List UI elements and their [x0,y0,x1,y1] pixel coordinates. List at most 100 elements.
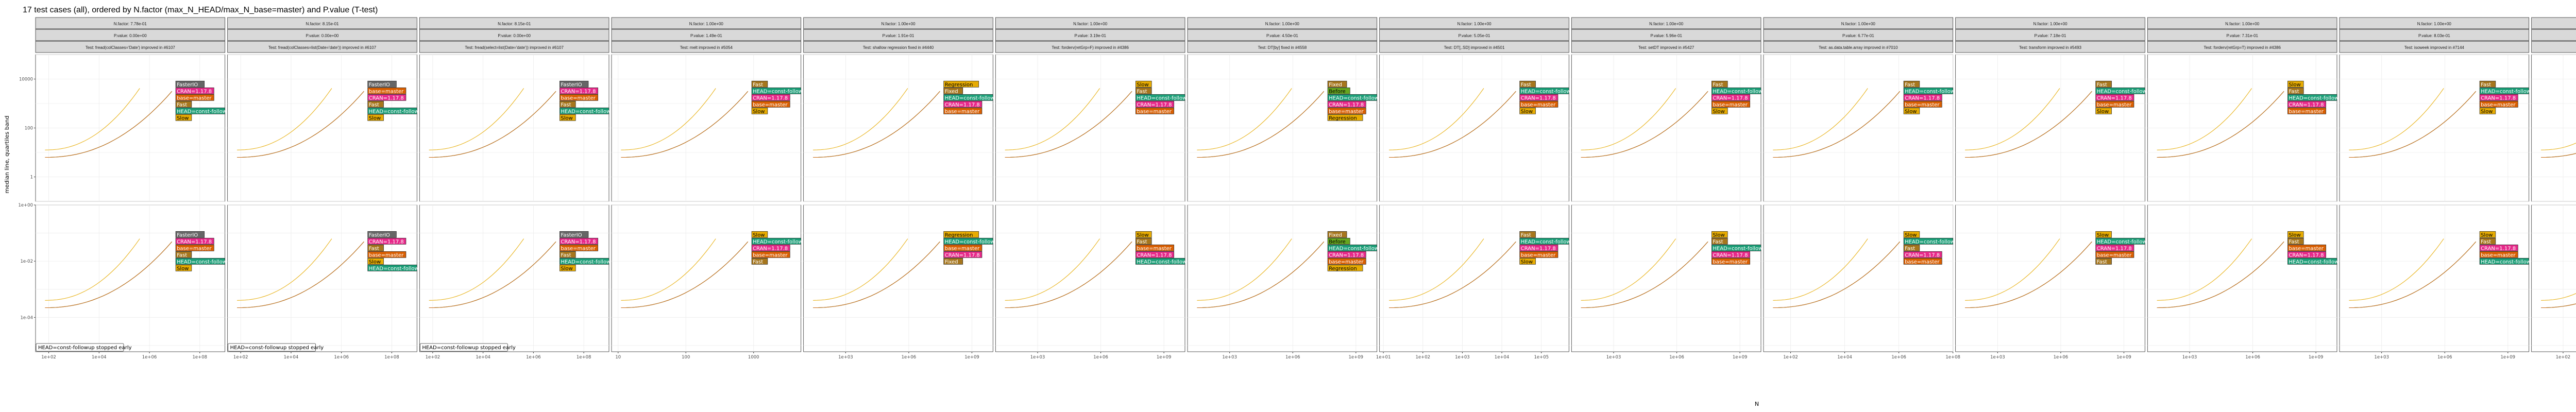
strip-p-value [35,29,226,41]
plot-area [995,204,1185,352]
x-tick-label: 1e+08 [384,355,399,360]
direct-label: HEAD=const-followup [1136,258,1193,265]
x-axis-title: N [1755,401,1759,407]
x-tick-label: 1e+05 [1534,355,1549,360]
direct-label-box [1711,87,1761,94]
direct-label-text: Fast [1521,232,1531,238]
direct-label: Slow [2095,107,2112,114]
direct-label-box [2287,87,2304,94]
direct-label-box [1519,107,1536,114]
direct-label: CRAN=1.17.8 [1711,94,1750,101]
direct-label-text: base=master [1329,259,1364,265]
direct-label-box [2287,244,2326,251]
direct-label-box [175,264,192,271]
direct-label-box [560,251,576,258]
strip-label: P.value: 4.50e-01 [1266,33,1298,38]
strip-test [419,41,609,53]
x-tick-label: 1e+08 [193,355,208,360]
series-line-slow [1581,88,1676,150]
direct-label-text: Regression [1329,115,1357,121]
direct-label-box [1903,237,1954,245]
direct-label: FasterIO [175,231,205,238]
direct-label-box [2095,231,2112,238]
direct-label: base=master [751,251,790,258]
strip-label: N.factor: 1.00e+00 [1841,22,1876,26]
x-tick-label: 1e+03 [2374,355,2389,360]
direct-label-text: CRAN=1.17.8 [1713,95,1748,101]
strip-test [803,41,993,53]
stopped-early-note-box [36,343,124,352]
direct-label-box [1519,251,1558,258]
direct-label-box [1519,237,1569,245]
x-tick-label: 1e+04 [1837,355,1852,360]
strip-label: N.factor: 8.15e-01 [306,22,339,26]
y-tick-label: 1e-02 [20,259,33,264]
series-line-slow [621,238,716,301]
series-line-fast2 [2157,241,2284,308]
direct-label-box [1327,231,1347,238]
series-line-slow [2349,238,2444,301]
direct-label: FasterIO [175,80,205,88]
plot-area [2147,204,2337,352]
direct-label: Fast [1711,80,1728,88]
strip-label: N.factor: 8.15e-01 [498,22,531,26]
direct-label-text: Slow [1713,109,1724,114]
direct-label-box [1711,100,1750,108]
strip-p-value [1955,29,2145,41]
direct-label: Fast [751,80,768,88]
direct-label: HEAD=const-followup [1519,237,1577,245]
direct-label-box [2095,237,2145,245]
x-tick-label: 1e+08 [577,355,591,360]
strip-label: P.value: 5.96e-01 [1650,33,1682,38]
x-tick-label: 1e+02 [41,355,56,360]
direct-label-text: FasterIO [177,82,198,88]
direct-label-text: CRAN=1.17.8 [2481,246,2516,251]
strip-label: N.factor: 1.00e+00 [2225,22,2260,26]
x-tick-label: 10 [615,355,621,360]
direct-label-box [1711,231,1728,238]
direct-label-box [1327,237,1350,245]
direct-label-text: CRAN=1.17.8 [369,95,404,101]
direct-label-box [1903,231,1920,238]
strip-n-factor [2339,17,2530,29]
series-line-fast2 [1581,241,1708,308]
direct-label-text: CRAN=1.17.8 [561,89,596,94]
direct-label-box [943,244,982,251]
direct-label: CRAN=1.17.8 [1519,244,1558,251]
direct-label-box [1711,244,1761,251]
direct-label-text: HEAD=const-followup [561,259,617,265]
direct-label-text: HEAD=const-followup [369,266,426,271]
direct-label-text: HEAD=const-followup [1713,246,1769,251]
direct-label-box [1136,107,1174,114]
direct-label: CRAN=1.17.8 [751,94,790,101]
strip-test [35,41,226,53]
direct-label-box [560,244,598,251]
panel-11: N.factor: 1.00e+00 P.value: 7.18e-01 Test:… [1955,17,2153,360]
direct-label-box [1136,94,1185,101]
x-tick-label: 1e+03 [1222,355,1237,360]
direct-label-box [2479,231,2496,238]
plot-area [227,204,417,352]
direct-label-box [1327,94,1378,101]
direct-label-text: Fast [2289,239,2299,245]
series-line-fast2 [1197,91,1325,158]
direct-label-text: base=master [753,252,788,258]
direct-label: Slow [1903,231,1920,238]
direct-label: base=master [367,251,406,258]
direct-label-text: base=master [2289,109,2324,114]
x-tick-label: 1e+06 [1669,355,1684,360]
direct-label-text: CRAN=1.17.8 [2481,95,2516,101]
direct-label: CRAN=1.17.8 [175,237,214,245]
direct-label: Fast [1903,80,1920,88]
direct-label-box [943,107,982,114]
direct-label-text: HEAD=const-followup [1137,259,1193,265]
direct-label-box [2287,231,2304,238]
direct-label: Regression [1327,114,1363,121]
direct-label: HEAD=const-followup [1136,94,1193,101]
strip-label: P.value: 0.00e+00 [114,33,147,38]
direct-label-text: HEAD=const-followup [1713,89,1769,94]
direct-label: Fixed [1327,80,1347,88]
x-tick-label: 1e+02 [233,355,248,360]
direct-label-text: CRAN=1.17.8 [945,252,980,258]
strip-p-value [419,29,609,41]
